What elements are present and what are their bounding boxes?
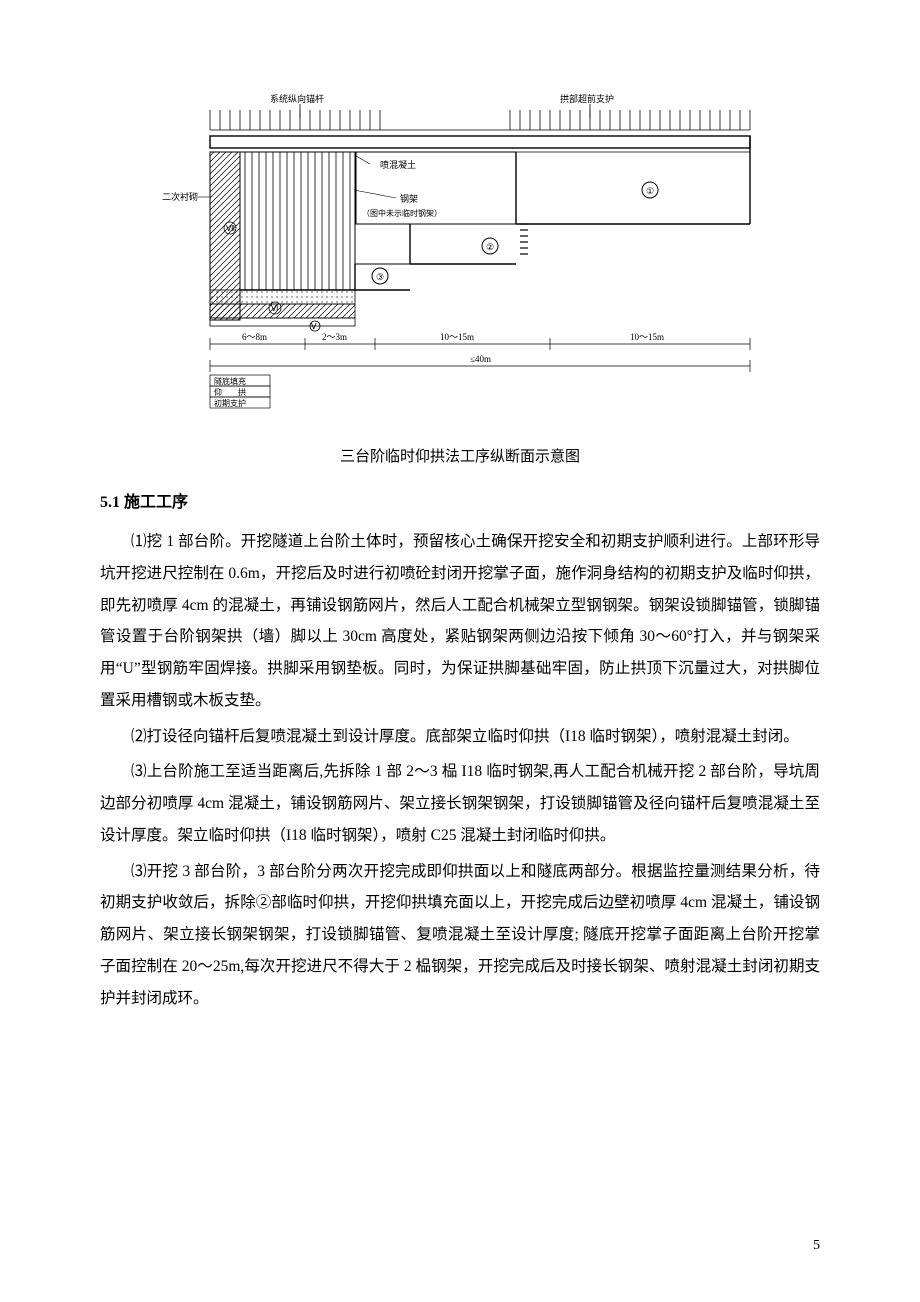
steel-frame-lines — [245, 152, 350, 290]
tunnel-section-diagram: 系统纵向锚杆 拱部超前支护 — [150, 90, 770, 420]
dim-4: 10～15m — [630, 332, 664, 342]
dim-2: 2～3m — [322, 332, 347, 342]
circle-v: Ⅴ — [311, 322, 317, 331]
circle-3: ③ — [376, 272, 384, 282]
face-advance-marks — [520, 224, 528, 254]
diagram-container: 系统纵向锚杆 拱部超前支护 — [150, 90, 770, 425]
paragraph-4: ⑶开挖 3 部台阶，3 部台阶分两次开挖完成即仰拱面以上和隧底两部分。根据监控量… — [100, 856, 820, 1015]
label-top-left: 系统纵向锚杆 — [270, 93, 324, 104]
paragraph-3: ⑶上台阶施工至适当距离后,先拆除 1 部 2～3 榀 I18 临时钢架,再人工配… — [100, 756, 820, 851]
document-page: 系统纵向锚杆 拱部超前支护 — [0, 0, 920, 1302]
circle-2: ② — [486, 242, 494, 252]
label-steel-note: （图中未示临时钢架） — [362, 208, 442, 218]
dim-1: 6～8m — [242, 332, 267, 342]
legend-strip3: 初期支护 — [214, 398, 246, 408]
dim-total: ≤40m — [470, 354, 491, 364]
lining-top-band — [210, 136, 750, 148]
top-anchors — [210, 110, 750, 130]
paragraph-1: ⑴挖 1 部台阶。开挖隧道上台阶土体时，预留核心土确保开挖安全和初期支护顺利进行… — [100, 526, 820, 717]
legend-strip2: 仰 拱 — [214, 387, 246, 397]
label-secondary-lining: 二次衬砌 — [162, 191, 198, 202]
label-steel-frame: 钢架 — [400, 193, 418, 204]
dim-3: 10～15m — [440, 332, 474, 342]
legend-strip1: 隧底填充 — [214, 376, 246, 386]
label-top-right: 拱部超前支护 — [560, 93, 614, 104]
label-shotcrete: 喷混凝土 — [380, 159, 416, 170]
page-number: 5 — [813, 1238, 820, 1254]
circle-vii: Ⅶ — [226, 224, 235, 233]
paragraph-2: ⑵打设径向锚杆后复喷混凝土到设计厚度。底部架立临时仰拱（I18 临时钢架），喷射… — [100, 721, 820, 753]
diagram-caption: 三台阶临时仰拱法工序纵断面示意图 — [100, 445, 820, 466]
circle-1: ① — [646, 186, 654, 196]
section-heading: 5.1 施工工序 — [100, 488, 820, 512]
circle-vi: Ⅵ — [271, 304, 278, 313]
